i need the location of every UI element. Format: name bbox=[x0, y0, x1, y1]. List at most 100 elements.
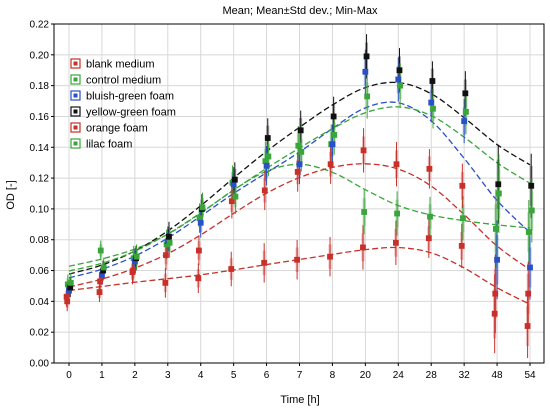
data-point bbox=[231, 176, 238, 183]
data-point bbox=[396, 67, 403, 74]
data-point bbox=[100, 264, 107, 271]
data-points bbox=[63, 53, 535, 329]
data-point bbox=[491, 310, 498, 317]
x-tick-label: 54 bbox=[524, 370, 536, 381]
data-point bbox=[297, 127, 304, 134]
y-tick-label: 0.04 bbox=[30, 297, 50, 308]
data-point bbox=[427, 213, 433, 220]
data-point bbox=[163, 252, 169, 259]
data-point bbox=[364, 93, 371, 100]
legend-marker bbox=[73, 125, 78, 130]
data-point bbox=[261, 259, 268, 266]
data-point bbox=[361, 209, 368, 215]
data-point bbox=[395, 76, 402, 83]
y-tick-label: 0.20 bbox=[30, 50, 50, 61]
data-point bbox=[492, 226, 499, 232]
data-point bbox=[295, 142, 302, 149]
x-axis-label: Time [h] bbox=[280, 394, 319, 406]
y-tick-label: 0.16 bbox=[30, 112, 50, 123]
data-point bbox=[228, 198, 235, 205]
data-point bbox=[397, 82, 403, 89]
data-point bbox=[430, 105, 436, 112]
data-point bbox=[360, 244, 366, 251]
chart-title: Mean; Mean±Std dev.; Min-Max bbox=[222, 5, 378, 17]
data-point bbox=[462, 90, 469, 97]
x-tick-label: 28 bbox=[426, 370, 438, 381]
data-point bbox=[461, 118, 468, 124]
data-point bbox=[463, 108, 469, 115]
legend-marker bbox=[73, 77, 78, 82]
legend: blank medium control medium bluish-green f… bbox=[70, 58, 176, 151]
x-tick-label: 24 bbox=[393, 370, 405, 381]
legend-marker bbox=[73, 61, 78, 66]
legend-label: lilac foam bbox=[86, 139, 132, 151]
x-tick-label: 5 bbox=[231, 370, 237, 381]
data-point bbox=[392, 239, 399, 246]
data-point bbox=[263, 162, 270, 169]
fit-curve-3 bbox=[68, 81, 531, 275]
data-point bbox=[294, 256, 301, 263]
legend-marker bbox=[73, 109, 78, 114]
x-tick-labels: 0 1 2 3 4 5 6 7 8 20 24 28 32 48 54 bbox=[66, 370, 536, 381]
data-point bbox=[232, 193, 239, 200]
x-tick-label: 1 bbox=[99, 370, 105, 381]
x-tick-label: 8 bbox=[330, 370, 336, 381]
y-tick-label: 0.00 bbox=[30, 359, 50, 370]
x-tick-label: 2 bbox=[132, 370, 138, 381]
y-tick-label: 0.02 bbox=[30, 328, 50, 339]
fit-curve-0 bbox=[68, 246, 531, 305]
data-point bbox=[294, 169, 301, 175]
data-point bbox=[264, 135, 271, 141]
data-point bbox=[460, 215, 466, 222]
data-point bbox=[64, 298, 71, 305]
data-point bbox=[67, 279, 74, 286]
plot-frame bbox=[53, 23, 545, 364]
x-tick-label: 7 bbox=[297, 370, 303, 381]
data-point bbox=[130, 267, 136, 274]
x-tick-label: 0 bbox=[66, 370, 72, 381]
data-point bbox=[228, 266, 235, 272]
data-point bbox=[166, 239, 173, 246]
data-point bbox=[494, 256, 500, 263]
data-point bbox=[97, 278, 104, 285]
legend-label: yellow-green foam bbox=[86, 107, 176, 119]
legend-label: bluish-green foam bbox=[86, 91, 174, 103]
y-tick-label: 0.12 bbox=[30, 174, 50, 185]
data-point bbox=[528, 182, 535, 189]
data-point bbox=[261, 187, 268, 194]
data-point bbox=[329, 141, 336, 148]
data-point bbox=[459, 182, 466, 189]
data-point bbox=[133, 253, 140, 260]
data-point bbox=[394, 210, 400, 217]
y-axis-label: OD [-] bbox=[5, 180, 17, 209]
x-tick-label: 6 bbox=[264, 370, 270, 381]
data-point bbox=[296, 161, 303, 168]
data-point bbox=[97, 247, 104, 254]
legend-marker bbox=[73, 93, 78, 98]
x-tick-label: 48 bbox=[492, 370, 504, 381]
y-tick-labels: 0.00 0.02 0.04 0.06 0.08 0.10 0.12 0.14 0.16 0.18… bbox=[30, 20, 50, 370]
data-point bbox=[330, 113, 337, 120]
legend-marker bbox=[73, 141, 78, 146]
data-point bbox=[298, 148, 305, 155]
y-tick-label: 0.18 bbox=[30, 81, 50, 92]
data-point bbox=[525, 229, 532, 235]
data-point bbox=[331, 132, 338, 138]
data-point bbox=[458, 242, 465, 249]
y-tick-label: 0.10 bbox=[30, 204, 50, 215]
data-point bbox=[495, 181, 502, 188]
data-point bbox=[527, 264, 533, 271]
data-point bbox=[199, 204, 206, 211]
data-point bbox=[524, 323, 531, 329]
data-point bbox=[96, 289, 103, 296]
data-point bbox=[363, 53, 370, 60]
y-tick-label: 0.06 bbox=[30, 266, 50, 277]
data-point bbox=[528, 207, 535, 214]
data-point bbox=[492, 290, 499, 297]
data-point bbox=[265, 153, 272, 160]
data-point bbox=[426, 165, 433, 172]
data-point bbox=[525, 290, 532, 297]
x-tick-label: 32 bbox=[459, 370, 471, 381]
y-tick-label: 0.14 bbox=[30, 143, 50, 154]
